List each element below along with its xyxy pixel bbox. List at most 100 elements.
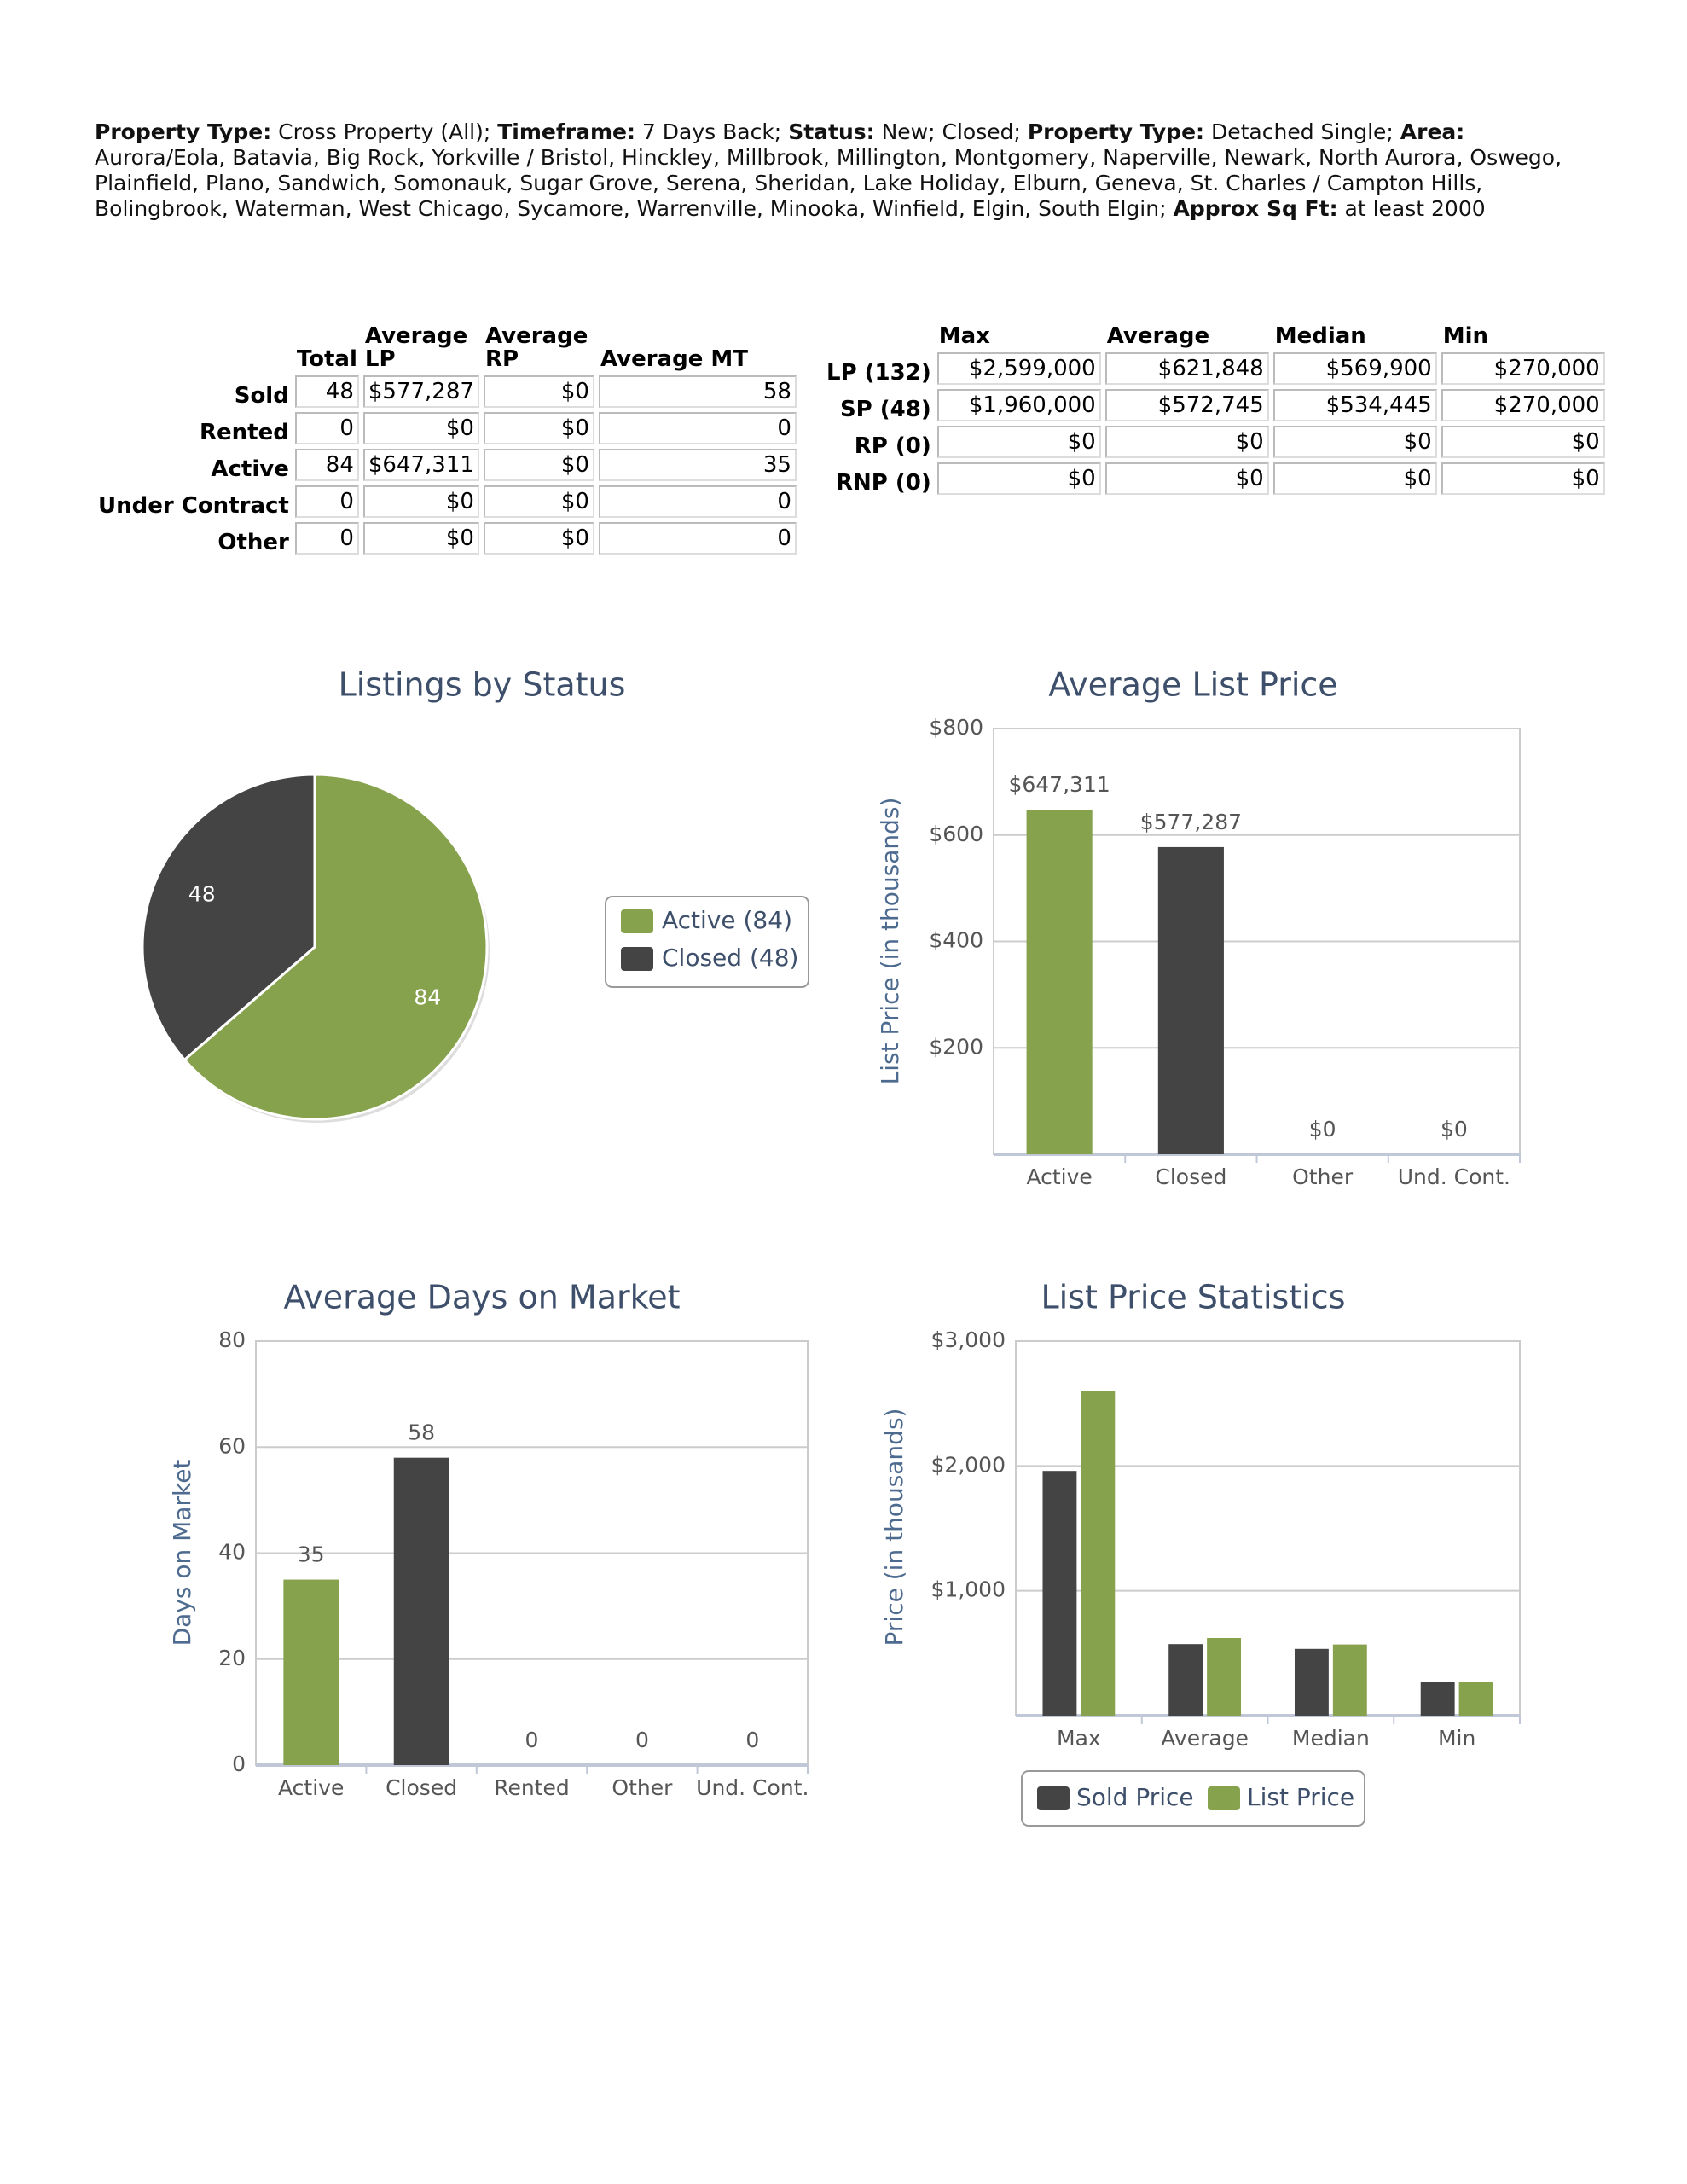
chart-title: Average Days on Market — [283, 1279, 680, 1316]
pie-label: 84 — [414, 985, 441, 1009]
value-label: 35 — [298, 1542, 325, 1567]
cell: 35 — [598, 449, 797, 481]
cell: 0 — [598, 412, 797, 444]
criteria-label: Property Type: — [1027, 119, 1205, 144]
row-header: Rented — [200, 420, 289, 445]
x-tick-label: Closed — [386, 1775, 457, 1800]
column-header: Average RP — [484, 323, 588, 372]
y-axis-label: Price (in thousands) — [880, 1409, 908, 1647]
x-tick-label: Active — [1026, 1165, 1092, 1189]
legend-label: Sold Price — [1076, 1783, 1194, 1811]
column-header: Total — [296, 346, 357, 372]
column-header: Average — [1106, 323, 1210, 349]
cell: $0 — [483, 485, 594, 518]
y-tick-label: $3,000 — [931, 1327, 1006, 1352]
y-tick-label: $600 — [929, 822, 983, 846]
legend-swatch — [621, 947, 653, 971]
cell: $0 — [936, 462, 1101, 495]
header-row: Max Average Median Min — [825, 325, 1605, 348]
cell: $569,900 — [1272, 352, 1437, 385]
chart-title: List Price Statistics — [1041, 1279, 1346, 1316]
x-tick-label: Und. Cont. — [1398, 1165, 1510, 1189]
table-row: RNP (0) $0 $0 $0 $0 — [825, 462, 1605, 495]
header-row: Total Average LP Average RP Average MT — [96, 325, 797, 371]
row-header: RNP (0) — [835, 470, 931, 496]
y-tick-label: $400 — [929, 928, 983, 953]
table-row: SP (48) $1,960,000 $572,745 $534,445 $270,00… — [825, 389, 1605, 421]
value-label: 0 — [525, 1728, 539, 1752]
cell: $621,848 — [1104, 352, 1269, 385]
legend-box — [1021, 1770, 1365, 1827]
y-tick-label: $1,000 — [931, 1577, 1006, 1602]
criteria-value: Detached Single; — [1211, 119, 1394, 144]
cell: 84 — [294, 449, 359, 481]
summary-table: Total Average LP Average RP Average MT Sold 4… — [92, 321, 801, 559]
table-row: Sold 48 $577,287 $0 58 — [96, 375, 797, 408]
cell: 0 — [294, 522, 359, 555]
criteria-value: Aurora/Eola, Batavia, Big Rock, Yorkvill… — [95, 145, 1562, 221]
y-tick-label: $2,000 — [931, 1452, 1006, 1477]
x-tick-label: Active — [278, 1775, 344, 1800]
x-tick-label: Und. Cont. — [696, 1775, 809, 1800]
row-header: Active — [211, 456, 289, 482]
value-label: 0 — [745, 1728, 759, 1752]
bar — [1081, 1391, 1116, 1716]
pie-slice — [183, 773, 489, 1121]
criteria-value: 7 Days Back; — [641, 119, 782, 144]
table-row: Rented 0 $0 $0 0 — [96, 412, 797, 444]
cell: $0 — [936, 426, 1101, 458]
cell: 0 — [294, 485, 359, 518]
column-header: Average LP — [364, 323, 468, 372]
x-tick-label: Rented — [494, 1775, 570, 1800]
cell: $0 — [1272, 462, 1437, 495]
criteria-label: Area: — [1400, 119, 1465, 144]
cell: $0 — [483, 449, 594, 481]
cell: $1,960,000 — [936, 389, 1101, 421]
column-header: Min — [1442, 323, 1489, 349]
row-header: SP (48) — [839, 397, 931, 422]
x-tick-label: Other — [612, 1775, 673, 1800]
cell: $0 — [1104, 426, 1269, 458]
bar — [1458, 1682, 1493, 1716]
bar — [1168, 1644, 1203, 1716]
pie-label: 48 — [188, 882, 216, 907]
cell: $577,287 — [362, 375, 479, 408]
legend-swatch — [1037, 1786, 1070, 1810]
bar — [1207, 1638, 1242, 1716]
value-label: 0 — [635, 1728, 649, 1752]
x-tick-label: Closed — [1155, 1165, 1226, 1189]
bar — [1042, 1471, 1077, 1716]
legend-label: List Price — [1247, 1783, 1354, 1811]
legend-label: Closed (48) — [662, 944, 798, 972]
cell: $270,000 — [1441, 389, 1605, 421]
x-tick-label: Other — [1292, 1165, 1354, 1189]
value-label: $647,311 — [1008, 772, 1110, 797]
x-tick-label: Max — [1057, 1726, 1101, 1751]
cell: 0 — [598, 522, 797, 555]
column-header: Median — [1274, 323, 1366, 349]
x-tick-label: Median — [1292, 1726, 1370, 1751]
cell: $0 — [1272, 426, 1437, 458]
price-table: Max Average Median Min LP (132) $2,599,000 $62… — [820, 321, 1609, 499]
y-tick-label: 20 — [218, 1646, 246, 1670]
cell: $0 — [1441, 462, 1605, 495]
criteria-label: Status: — [788, 119, 875, 144]
value-label: $577,287 — [1140, 810, 1242, 834]
criteria-label: Property Type: — [95, 119, 272, 144]
cell: $0 — [483, 412, 594, 444]
table-row: Under Contract 0 $0 $0 0 — [96, 485, 797, 518]
cell: 58 — [598, 375, 797, 408]
value-label: $0 — [1309, 1117, 1336, 1141]
y-tick-label: 40 — [218, 1540, 246, 1565]
search-criteria: Property Type: Cross Property (All); Tim… — [95, 119, 1596, 222]
table-row: RP (0) $0 $0 $0 $0 — [825, 426, 1605, 458]
cell: $0 — [362, 485, 479, 518]
chart-title: Listings by Status — [339, 666, 626, 704]
bar — [393, 1457, 449, 1765]
cell: 48 — [294, 375, 359, 408]
y-tick-label: 80 — [218, 1327, 246, 1352]
x-tick-label: Min — [1438, 1726, 1475, 1751]
bar — [1332, 1644, 1367, 1716]
table-row: Active 84 $647,311 $0 35 — [96, 449, 797, 481]
